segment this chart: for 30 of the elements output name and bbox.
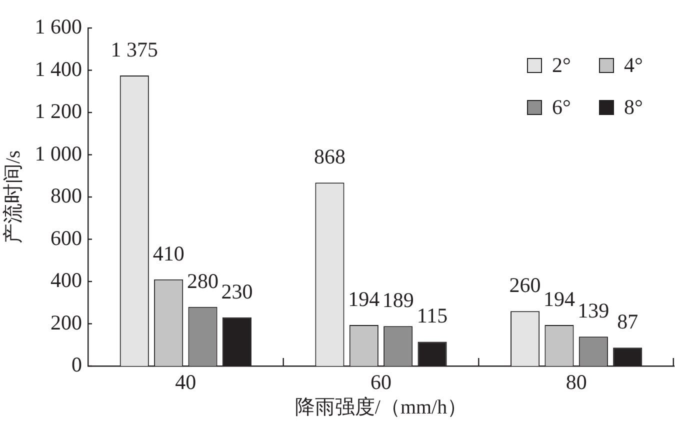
- y-axis-title: 产流时间/s: [2, 150, 24, 244]
- data-label: 280: [187, 268, 219, 293]
- x-tick-label: 40: [175, 370, 196, 394]
- data-label: 139: [578, 298, 610, 323]
- data-label: 868: [314, 144, 346, 169]
- legend-label: 6°: [552, 95, 571, 120]
- y-tick-label: 1 000: [34, 141, 82, 166]
- y-tick-label: 800: [50, 184, 82, 208]
- data-label: 260: [509, 273, 541, 298]
- data-label: 410: [152, 241, 184, 266]
- y-tick-label: 200: [50, 310, 82, 334]
- y-tick-label: 400: [50, 268, 82, 292]
- data-label: 115: [416, 304, 448, 328]
- y-tick-label: 1 200: [34, 99, 82, 124]
- data-label: 87: [617, 310, 638, 334]
- data-label: 194: [543, 287, 576, 312]
- data-label: 1 375: [110, 38, 158, 62]
- y-tick-label: 0: [72, 352, 82, 377]
- legend-label: 8°: [624, 95, 643, 120]
- y-tick-label: 1 600: [34, 14, 82, 39]
- x-axis-title: 降雨强度/（mm/h）: [294, 396, 468, 418]
- y-tick-label: 600: [50, 226, 82, 250]
- y-tick-label: 1 400: [34, 56, 82, 81]
- data-label: 189: [382, 288, 414, 312]
- legend-label: 4°: [624, 53, 643, 78]
- x-tick-label: 80: [566, 370, 587, 394]
- x-tick-label: 60: [370, 370, 392, 394]
- legend-label: 2°: [552, 53, 571, 78]
- data-label: 194: [348, 287, 380, 312]
- data-label: 230: [221, 279, 253, 304]
